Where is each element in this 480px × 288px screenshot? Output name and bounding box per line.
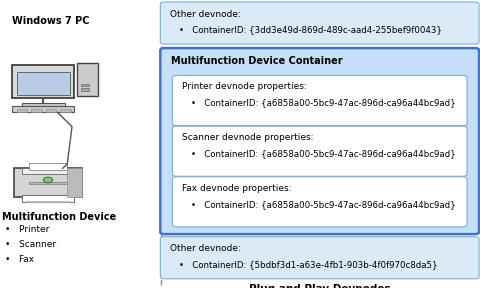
Text: Multifunction Device Container: Multifunction Device Container	[171, 56, 343, 66]
Bar	[81, 84, 89, 86]
Bar	[17, 109, 27, 112]
FancyBboxPatch shape	[172, 75, 467, 126]
Bar	[81, 88, 89, 91]
Text: Other devnode:: Other devnode:	[170, 244, 241, 253]
Bar	[22, 168, 74, 174]
FancyBboxPatch shape	[172, 177, 467, 227]
Text: •   Fax: • Fax	[5, 255, 34, 264]
FancyBboxPatch shape	[160, 2, 479, 44]
FancyBboxPatch shape	[172, 126, 467, 176]
Bar	[22, 195, 74, 202]
Text: •   ContainerID: {a6858a00-5bc9-47ac-896d-ca96a44bc9ad}: • ContainerID: {a6858a00-5bc9-47ac-896d-…	[191, 200, 456, 209]
Bar	[67, 168, 82, 197]
Bar	[17, 72, 70, 95]
Text: •   ContainerID: {5bdbf3d1-a63e-4fb1-903b-4f0f970c8da5}: • ContainerID: {5bdbf3d1-a63e-4fb1-903b-…	[179, 260, 437, 269]
Text: Windows 7 PC: Windows 7 PC	[12, 16, 89, 26]
Bar	[29, 182, 67, 184]
Bar	[60, 109, 71, 112]
Text: Fax devnode properties:: Fax devnode properties:	[182, 184, 291, 193]
Bar	[14, 168, 82, 197]
Text: Other devnode:: Other devnode:	[170, 10, 241, 18]
Bar	[26, 201, 70, 202]
FancyBboxPatch shape	[160, 48, 479, 234]
Bar	[12, 106, 74, 112]
Text: •   ContainerID: {3dd3e49d-869d-489c-aad4-255bef9f0043}: • ContainerID: {3dd3e49d-869d-489c-aad4-…	[179, 25, 442, 34]
Text: •   ContainerID: {a6858a00-5bc9-47ac-896d-ca96a44bc9ad}: • ContainerID: {a6858a00-5bc9-47ac-896d-…	[191, 149, 456, 158]
Bar	[31, 109, 42, 112]
Bar	[22, 103, 65, 106]
Text: •   ContainerID: {a6858a00-5bc9-47ac-896d-ca96a44bc9ad}: • ContainerID: {a6858a00-5bc9-47ac-896d-…	[191, 98, 456, 107]
Text: Multifunction Device: Multifunction Device	[2, 212, 117, 222]
Text: Scanner devnode properties:: Scanner devnode properties:	[182, 133, 313, 142]
FancyBboxPatch shape	[160, 237, 479, 279]
Text: Printer devnode properties:: Printer devnode properties:	[182, 82, 307, 91]
Text: Plug and Play Devnodes: Plug and Play Devnodes	[249, 284, 391, 288]
Bar	[29, 163, 67, 170]
Text: •   Scanner: • Scanner	[5, 240, 56, 249]
Bar	[46, 109, 56, 112]
Circle shape	[43, 177, 53, 183]
Bar	[77, 63, 98, 96]
Bar	[12, 65, 74, 98]
Text: •   Printer: • Printer	[5, 225, 49, 234]
